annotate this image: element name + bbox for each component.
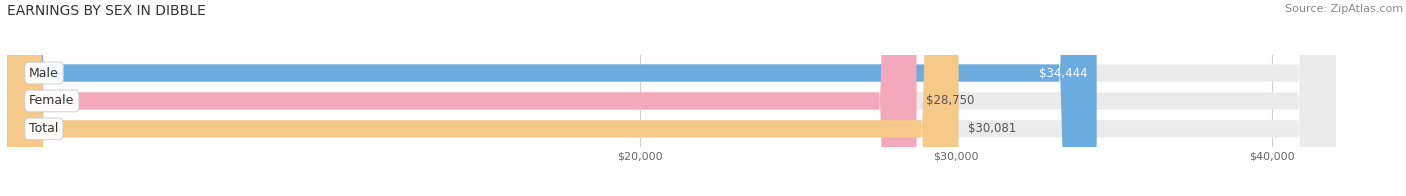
Text: $28,750: $28,750: [927, 94, 974, 107]
FancyBboxPatch shape: [7, 0, 1336, 196]
Text: $30,081: $30,081: [969, 122, 1017, 135]
Text: Male: Male: [30, 66, 59, 80]
FancyBboxPatch shape: [7, 0, 1097, 196]
Text: $34,444: $34,444: [1039, 66, 1087, 80]
FancyBboxPatch shape: [7, 0, 959, 196]
Text: Female: Female: [30, 94, 75, 107]
Text: Source: ZipAtlas.com: Source: ZipAtlas.com: [1285, 4, 1403, 14]
Text: EARNINGS BY SEX IN DIBBLE: EARNINGS BY SEX IN DIBBLE: [7, 4, 205, 18]
Text: Total: Total: [30, 122, 59, 135]
FancyBboxPatch shape: [7, 0, 917, 196]
FancyBboxPatch shape: [7, 0, 1336, 196]
FancyBboxPatch shape: [7, 0, 1336, 196]
